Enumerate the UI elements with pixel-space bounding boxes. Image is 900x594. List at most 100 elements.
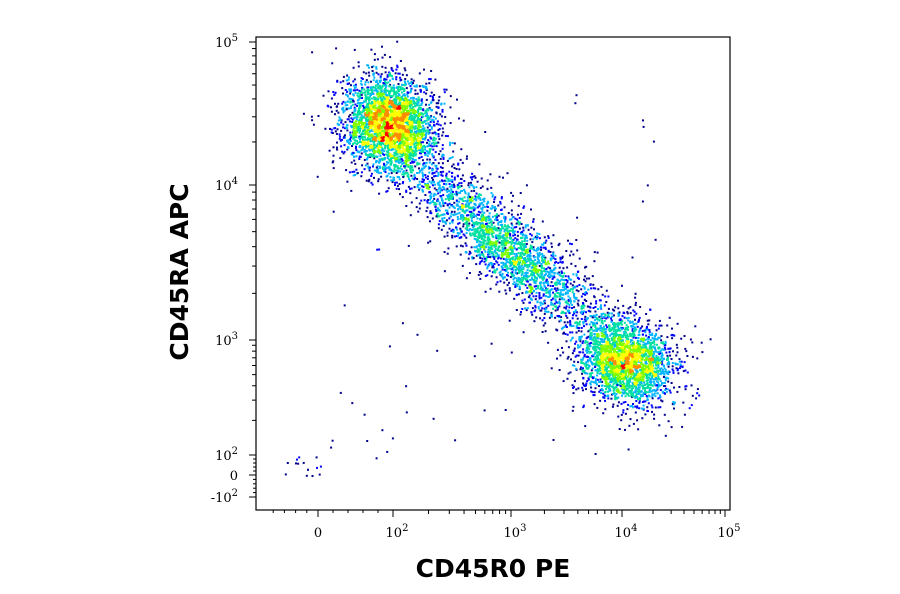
event-point — [390, 67, 393, 69]
event-point — [464, 227, 467, 230]
event-point — [503, 276, 506, 279]
event-point — [423, 128, 426, 131]
event-point — [530, 208, 532, 211]
event-point — [592, 314, 595, 317]
event-point — [397, 138, 400, 141]
event-point — [395, 127, 398, 130]
event-point — [544, 322, 547, 325]
event-point — [430, 182, 433, 185]
event-point — [395, 90, 398, 93]
event-point — [384, 80, 387, 83]
event-point — [553, 272, 556, 274]
event-point — [420, 103, 423, 106]
event-point — [408, 118, 411, 121]
event-point — [520, 255, 523, 258]
event-point — [398, 167, 401, 170]
event-point — [389, 146, 392, 148]
event-point — [463, 206, 466, 208]
event-point — [557, 306, 560, 309]
event-point — [384, 136, 387, 139]
event-point — [422, 141, 425, 144]
event-point — [560, 293, 563, 296]
event-point — [576, 285, 579, 288]
event-point — [416, 138, 419, 141]
event-point — [507, 267, 510, 270]
event-point — [375, 66, 378, 69]
event-point — [508, 319, 511, 322]
event-point — [409, 147, 412, 150]
event-point — [361, 164, 364, 167]
event-point — [553, 275, 556, 278]
event-point — [604, 337, 606, 340]
event-point — [458, 200, 461, 203]
event-point — [443, 88, 446, 91]
event-point — [475, 254, 478, 257]
event-point — [500, 257, 502, 260]
event-point — [455, 193, 458, 196]
event-point — [385, 102, 388, 105]
event-point — [424, 194, 427, 196]
event-point — [558, 302, 561, 304]
event-point — [376, 167, 379, 170]
event-point — [383, 150, 386, 153]
event-point — [573, 280, 576, 283]
event-point — [401, 173, 404, 176]
event-point — [410, 81, 413, 83]
event-point — [379, 138, 382, 141]
event-point — [437, 135, 440, 138]
event-point — [388, 100, 391, 103]
event-point — [381, 97, 384, 100]
event-point — [407, 119, 410, 122]
event-point — [365, 97, 368, 100]
event-point — [383, 91, 386, 94]
event-point — [477, 213, 480, 216]
event-point — [510, 222, 513, 225]
event-point — [367, 64, 370, 67]
event-point — [352, 99, 355, 102]
event-point — [398, 144, 400, 147]
event-point — [406, 116, 409, 119]
event-point — [389, 95, 392, 98]
event-point — [596, 355, 599, 358]
event-point — [413, 85, 416, 88]
event-point — [569, 319, 572, 322]
event-point — [567, 292, 569, 295]
event-point — [382, 153, 385, 156]
event-point — [444, 116, 447, 118]
event-point — [424, 174, 427, 177]
event-point — [413, 138, 416, 141]
event-point — [364, 90, 367, 93]
event-point — [364, 83, 367, 86]
event-point — [568, 309, 570, 312]
event-point — [388, 129, 391, 132]
event-point — [391, 89, 394, 92]
event-point — [418, 152, 421, 155]
event-point — [544, 260, 546, 263]
event-point — [419, 133, 422, 136]
event-point — [391, 116, 394, 119]
event-point — [442, 156, 445, 159]
event-point — [342, 100, 345, 103]
event-point — [363, 128, 366, 131]
event-point — [415, 122, 418, 124]
event-point — [564, 288, 567, 290]
event-point — [401, 117, 404, 120]
event-point — [357, 129, 360, 132]
event-point — [424, 135, 427, 138]
event-point — [578, 284, 581, 286]
event-point — [377, 93, 380, 96]
event-point — [480, 214, 483, 217]
event-point — [421, 180, 424, 183]
event-point — [573, 312, 576, 315]
event-point — [397, 169, 400, 172]
event-point — [393, 124, 396, 127]
event-point — [425, 161, 428, 164]
event-point — [352, 132, 355, 135]
event-point — [426, 117, 429, 120]
event-point — [490, 186, 493, 189]
event-point — [388, 141, 390, 144]
event-point — [567, 239, 569, 242]
event-point — [452, 229, 455, 232]
event-point — [430, 101, 433, 104]
event-point — [367, 133, 370, 136]
